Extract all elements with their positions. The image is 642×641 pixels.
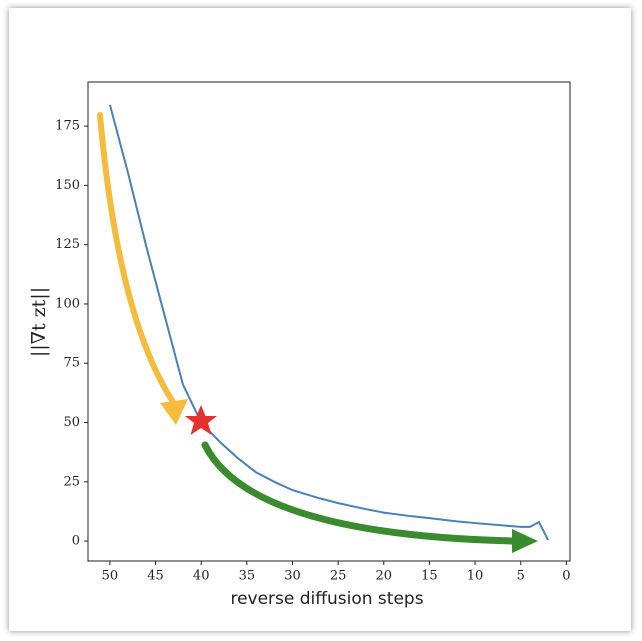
green-arrow-head [512, 529, 538, 553]
y-tick-label: 50 [63, 415, 80, 430]
x-tick-label: 0 [562, 569, 570, 584]
data-line [108, 104, 549, 541]
y-tick-label: 75 [63, 356, 80, 371]
y-tick-label: 25 [63, 474, 80, 489]
x-tick-label: 10 [467, 569, 484, 584]
x-tick-label: 40 [193, 569, 210, 584]
y-tick-label: 0 [72, 534, 80, 549]
y-tick-label: 150 [55, 178, 80, 193]
y-tick-label: 175 [55, 119, 80, 134]
green-arrow [201, 441, 519, 545]
x-tick-label: 50 [102, 569, 119, 584]
plot [108, 104, 549, 541]
y-tick-label: 100 [55, 296, 80, 311]
x-tick-label: 45 [147, 569, 164, 584]
x-tick-label: 5 [517, 569, 525, 584]
x-tick-label: 30 [284, 569, 301, 584]
y-tick-label: 125 [55, 237, 80, 252]
x-axis-label: reverse diffusion steps [230, 589, 423, 609]
yellow-arrow-head [160, 399, 188, 425]
x-tick-label: 20 [375, 569, 392, 584]
x-tick-label: 15 [421, 569, 438, 584]
star [185, 405, 217, 435]
x-tick-label: 35 [239, 569, 256, 584]
plot-frame [87, 81, 571, 562]
y-axis-label: ||∇t zt|| [28, 287, 50, 357]
x-tick-label: 25 [330, 569, 347, 584]
yellow-arrow [97, 112, 178, 408]
